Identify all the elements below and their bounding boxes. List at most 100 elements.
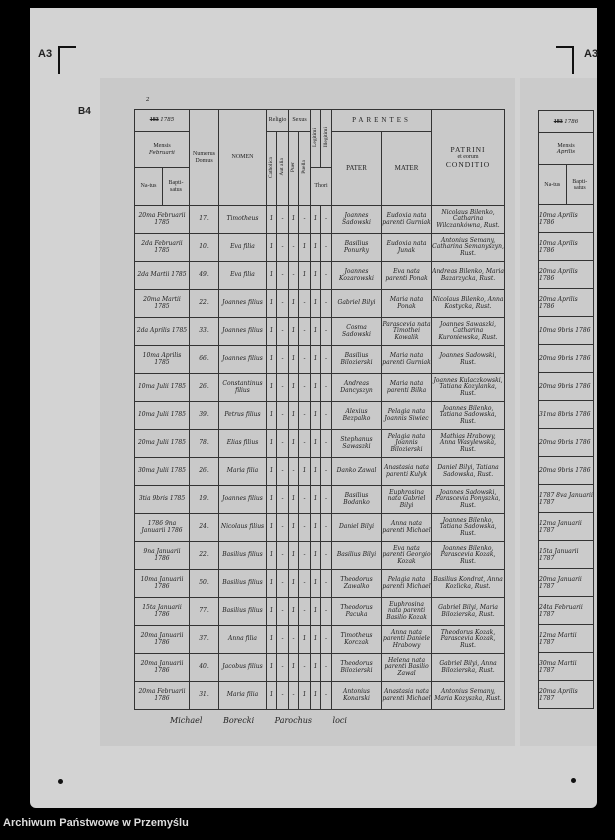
register-mark: 1 [310, 513, 322, 542]
right-table-row: 1787 8va Januarii 1787 [538, 484, 594, 513]
frame-label-right: A3 [584, 48, 599, 60]
godparents: Nicolaus Bilenko, Catharina Wilczankówna… [431, 205, 506, 234]
table-row: 10ma Julii 1785 39. Petrus filius 1-1-1- Ale… [134, 401, 506, 430]
father-name: Stephanus Sawaszki [331, 429, 383, 458]
table-row: 2da Martii 1785 49. Eva filia 1- -1 1- Joannes… [134, 261, 506, 290]
register-mark: - [320, 345, 333, 374]
birth-date: 1786 9na Januarii 1786 [134, 513, 190, 542]
father-name: Cosma Sadowski [331, 317, 383, 346]
frame-hole-left [58, 779, 63, 784]
father-name: Basilius Bilozierski [331, 345, 383, 374]
patrini-header: PATRINI et eorum CONDITIO [431, 109, 506, 206]
birth-date: 2da Aprilis 1785 [134, 317, 190, 346]
table-row: 20ma Februarii 1786 31. Maria filia 1- -1 1- A… [134, 681, 506, 710]
birth-date: 10ma Julii 1785 [134, 373, 190, 402]
house-number: 78. [189, 429, 219, 458]
mother-name: Eudoxia nata Junak [381, 233, 433, 262]
house-number: 40. [189, 653, 219, 682]
register-mark: - [275, 681, 290, 710]
father-name: Basilius Bilyi [331, 541, 383, 570]
right-birth-date: 30ma Martii 1787 [538, 652, 594, 681]
child-name: Maria filia [218, 457, 267, 486]
father-name: Joannes Sadowski [331, 205, 383, 234]
legitimi-header: Legitimi [312, 127, 319, 147]
register-mark: - [275, 625, 290, 654]
child-name: Nicolaus filius [218, 513, 267, 542]
register-mark: - [275, 205, 290, 234]
register-mark: 1 [266, 653, 277, 682]
register-mark: - [320, 429, 333, 458]
register-mark: 1 [310, 541, 322, 570]
house-number: 22. [189, 289, 219, 318]
right-table-row: 30ma Martii 1787 [538, 652, 594, 681]
numerus-domus-header: Numerus Domus [189, 109, 219, 206]
puer-header: Puer [290, 162, 297, 173]
father-name: Theodorus Zawalko [331, 569, 383, 598]
right-birth-date: 20ma 9bris 1786 [538, 344, 594, 373]
right-birth-date: 20ma Januarii 1787 [538, 568, 594, 597]
register-mark: 1 [298, 681, 312, 710]
register-mark: 1 [310, 373, 322, 402]
right-baptisatus-header: Bapti-satus [565, 164, 594, 205]
godparents: Daniel Bilyi, Tatiana Sadowska, Rust. [431, 457, 506, 486]
birth-date: 10ma Julii 1785 [134, 401, 190, 430]
birth-date: 30ma Julii 1785 [134, 457, 190, 486]
register-mark: 1 [310, 429, 322, 458]
table-row: 20ma Februarii 1785 17. Timotheus 1-1-1- Joa… [134, 205, 506, 234]
house-number: 19. [189, 485, 219, 514]
mother-name: Anastasia nata parenti Michael [381, 681, 433, 710]
father-name: Andreas Dancyszyn [331, 373, 383, 402]
mother-name: Maria nata parenti Bilka [381, 373, 433, 402]
house-number: 26. [189, 457, 219, 486]
godparents: Theodorus Kozak, Parascevia Kozak, Rust. [431, 625, 506, 654]
register-mark: - [275, 513, 290, 542]
child-name: Joannes filius [218, 289, 267, 318]
mater-header: MATER [381, 131, 433, 206]
page-number: 2 [146, 97, 150, 103]
register-mark: 1 [310, 625, 322, 654]
table-row: 9na Januarii 1786 22. Basilius filius 1-1-1… [134, 541, 506, 570]
house-number: 49. [189, 261, 219, 290]
child-name: Elias filius [218, 429, 267, 458]
father-name: Basilius Bodanko [331, 485, 383, 514]
mother-name: Euphrosina nata parenti Basilio Kozak [381, 597, 433, 626]
register-mark: - [320, 625, 333, 654]
right-natus-header: Na-tus [538, 164, 567, 205]
right-table-row: 12ma Martii 1787 [538, 624, 594, 653]
register-mark: 1 [266, 289, 277, 318]
puella-header: Puella [301, 160, 308, 175]
register-mark: - [320, 289, 333, 318]
register-mark: 1 [266, 485, 277, 514]
right-birth-date: 20ma Aprilis 1787 [538, 680, 594, 709]
register-mark: - [298, 289, 312, 318]
house-number: 66. [189, 345, 219, 374]
godparents: Antonius Semany, Catharina Semanyszyn, R… [431, 233, 506, 262]
right-table-row: 15ta Januarii 1787 [538, 540, 594, 569]
child-name: Eva filia [218, 261, 267, 290]
birth-date: 20ma Februarii 1786 [134, 681, 190, 710]
birth-date: 9na Januarii 1786 [134, 541, 190, 570]
register-mark: - [298, 597, 312, 626]
right-birth-date: 10ma Aprilis 1786 [538, 204, 594, 233]
godparents: Joannes Kulaczkowski, Tatiana Kozylanka,… [431, 373, 506, 402]
register-mark: - [298, 569, 312, 598]
house-number: 17. [189, 205, 219, 234]
right-birth-date: 20ma 9bris 1786 [538, 456, 594, 485]
thori-header: Thori [310, 167, 333, 206]
right-table-row: 20ma Aprilis 1786 [538, 260, 594, 289]
register-mark: - [275, 541, 290, 570]
register-mark: 1 [310, 457, 322, 486]
child-name: Basilius filius [218, 597, 267, 626]
parentes-header: PARENTES [331, 109, 433, 132]
right-table-row: 20ma Aprilis 1787 [538, 680, 594, 709]
house-number: 10. [189, 233, 219, 262]
register-mark: 1 [310, 681, 322, 710]
register-mark: 1 [266, 457, 277, 486]
child-name: Jacobus filius [218, 653, 267, 682]
register-mark: 1 [288, 317, 300, 346]
father-name: Antonius Konarski [331, 681, 383, 710]
table-row: 15ta Januarii 1786 77. Basilius filius 1-1-… [134, 597, 506, 626]
father-name: Joannes Kozarowski [331, 261, 383, 290]
table-row: 20ma Julii 1785 78. Elias filius 1-1-1- Step… [134, 429, 506, 458]
register-mark: - [320, 317, 333, 346]
